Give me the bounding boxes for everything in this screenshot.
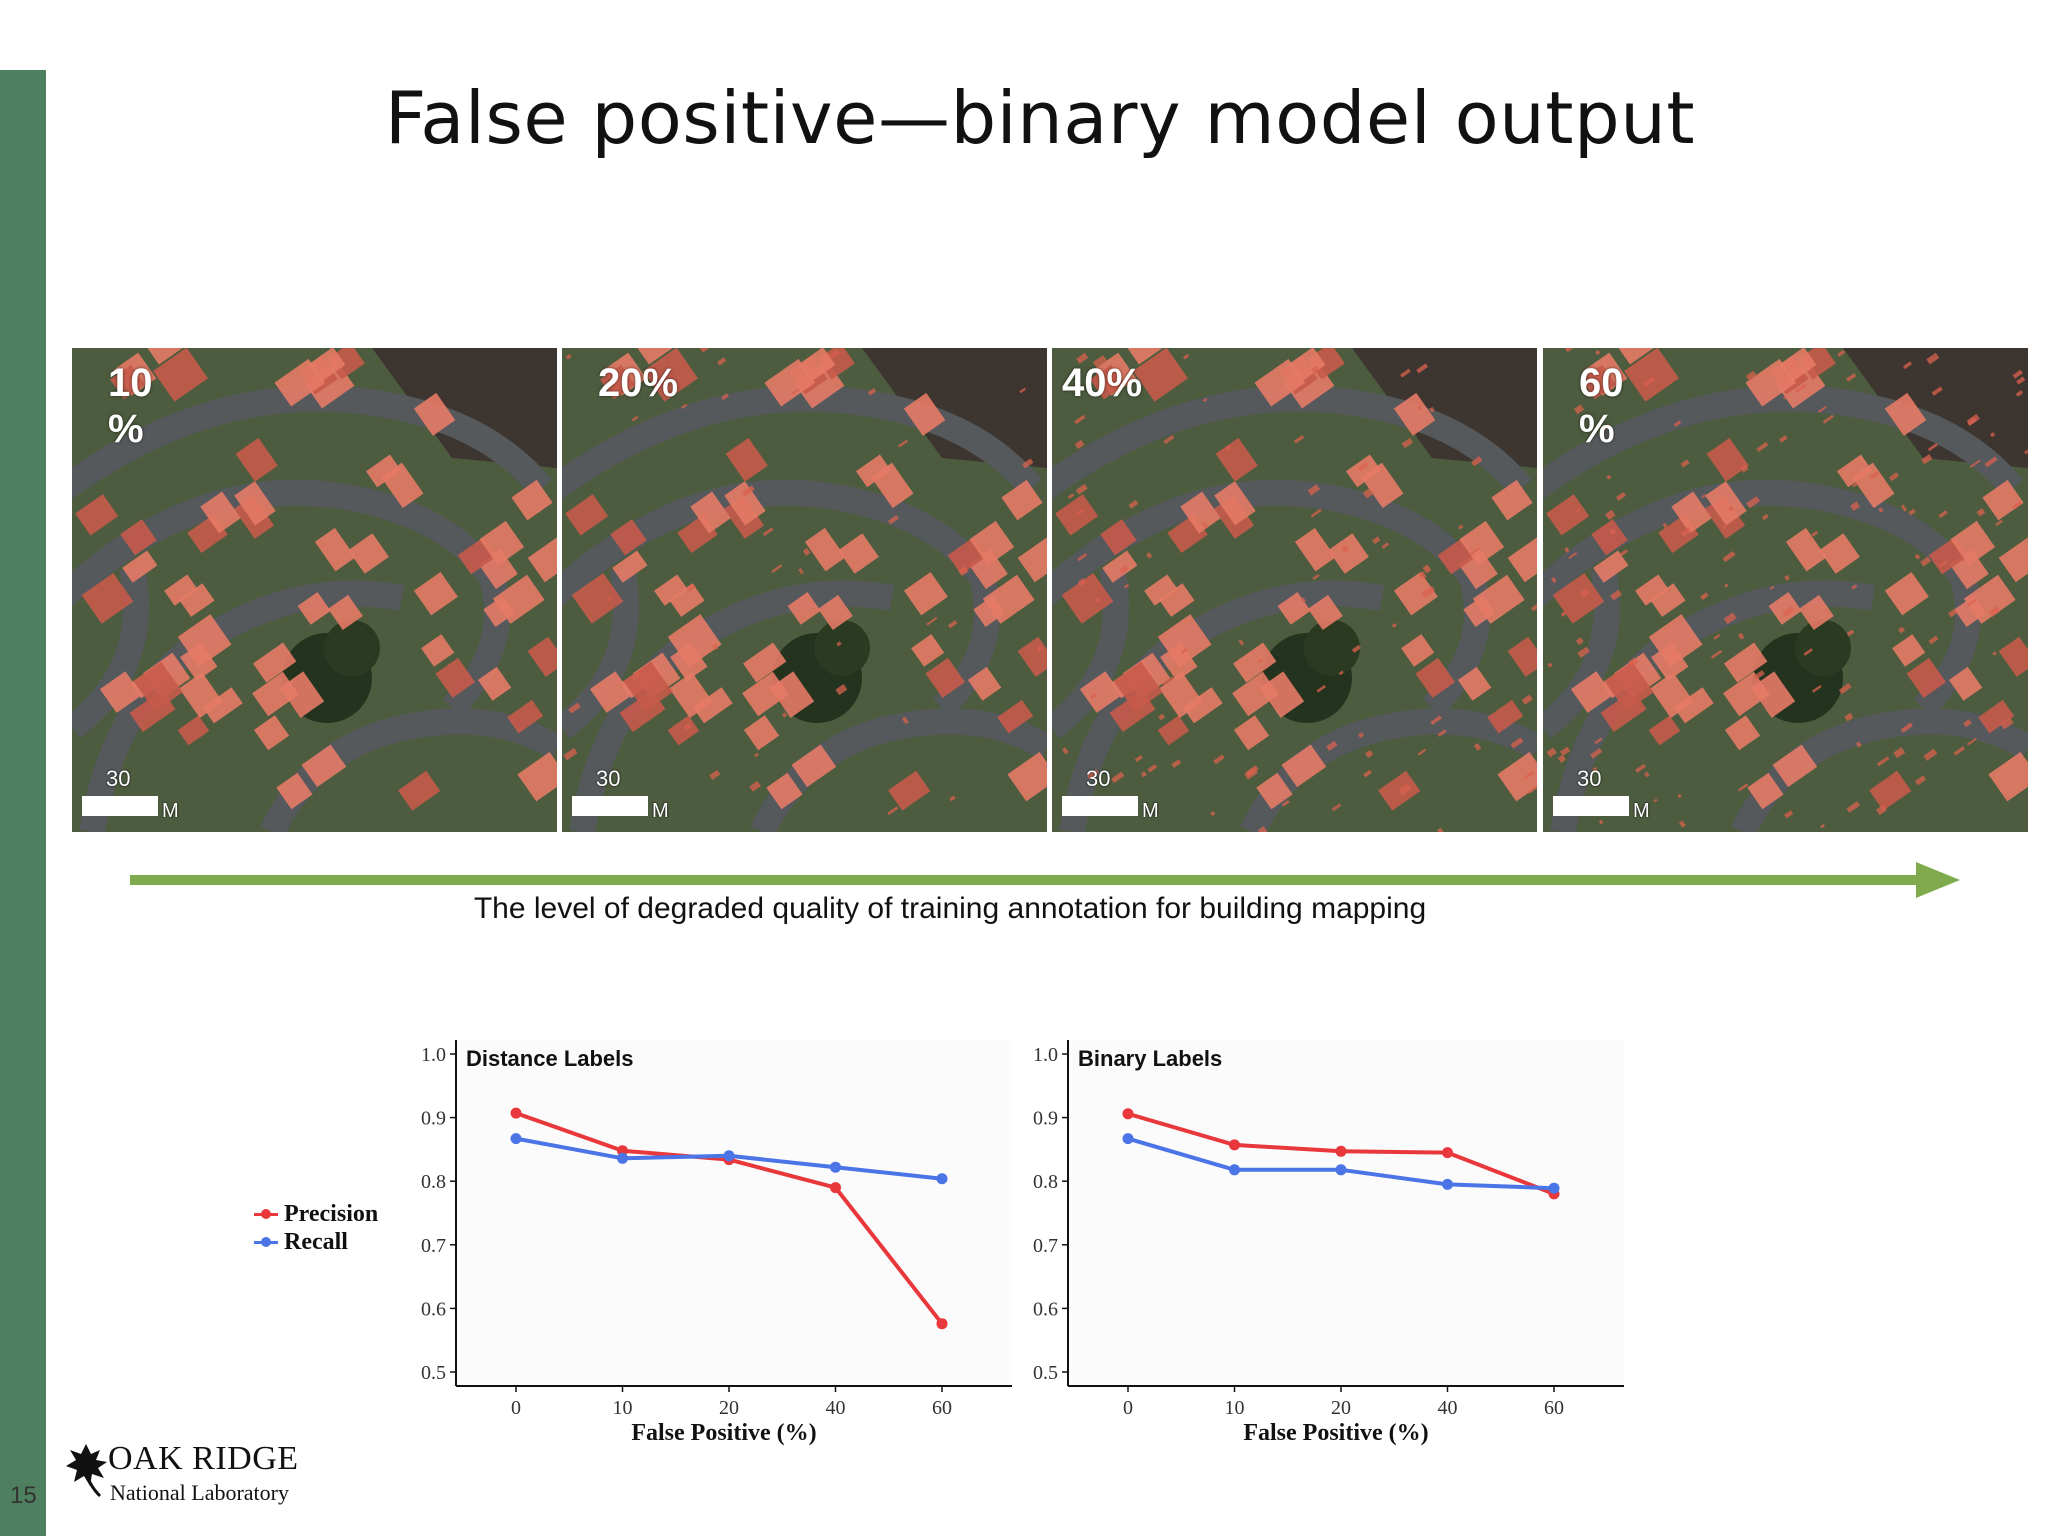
data-point-recall xyxy=(830,1161,841,1173)
scalebar-unit: M xyxy=(1633,800,1650,822)
logo-name: OAK RIDGE xyxy=(108,1440,299,1477)
slide-title: False positive—binary model output xyxy=(384,76,1696,160)
y-tick-label: 0.7 xyxy=(1033,1235,1058,1257)
oak-leaf-logo-icon xyxy=(66,1444,107,1498)
chart-distance-labels: 0.5 0.6 0.7 0.8 0.9 1.0 0 10 20 40 60 False Positiv… xyxy=(421,1040,1012,1446)
data-point-recall xyxy=(1442,1178,1453,1190)
y-tick-label: 1.0 xyxy=(421,1044,446,1066)
data-point-precision xyxy=(1229,1139,1240,1151)
aerial-image xyxy=(1543,348,2028,832)
data-point-recall xyxy=(936,1173,948,1185)
data-point-recall xyxy=(1229,1164,1240,1176)
y-tick-label: 0.8 xyxy=(1033,1171,1058,1193)
legend-item-precision: Precision xyxy=(252,1200,378,1228)
aerial-image xyxy=(1052,348,1537,832)
y-tick-label: 0.8 xyxy=(421,1171,446,1193)
aerial-panel-2: 20% 30 M xyxy=(562,348,1047,832)
y-tick-label: 0.6 xyxy=(1033,1298,1058,1320)
data-point-recall xyxy=(617,1152,628,1164)
y-tick-label: 0.6 xyxy=(421,1298,446,1320)
x-axis-title: False Positive (%) xyxy=(631,1420,816,1446)
data-point-precision xyxy=(1335,1145,1347,1157)
panel-percent-label: 20% xyxy=(598,361,679,405)
data-point-precision xyxy=(510,1107,522,1119)
plot-background xyxy=(1068,1040,1624,1386)
scalebar-unit: M xyxy=(1142,800,1159,822)
x-tick-label: 0 xyxy=(511,1397,521,1419)
chart-title: Binary Labels xyxy=(1078,1046,1222,1071)
legend-swatch-dot xyxy=(261,1237,271,1247)
panel-percent-label: 60 % xyxy=(1579,361,1624,451)
legend-label: Precision xyxy=(284,1201,379,1227)
panel-percent-label: 40% xyxy=(1062,361,1143,405)
logo-subtitle: National Laboratory xyxy=(110,1480,289,1505)
x-axis-title: False Positive (%) xyxy=(1243,1420,1428,1446)
data-point-precision xyxy=(617,1145,628,1157)
chart-binary-labels: 0.5 0.6 0.7 0.8 0.9 1.0 0 10 20 40 60 False Positiv… xyxy=(1033,1040,1624,1446)
x-tick-label: 20 xyxy=(719,1397,739,1419)
aerial-panel-3: 40% 30 M xyxy=(1052,348,1537,832)
scalebar xyxy=(572,796,648,816)
aerial-panel-4: 60 % 30 M xyxy=(1543,348,2028,832)
data-point-recall xyxy=(510,1133,522,1145)
data-point-recall xyxy=(1335,1164,1347,1176)
y-tick-label: 0.9 xyxy=(421,1108,446,1130)
x-tick-label: 40 xyxy=(1438,1397,1458,1419)
x-tick-label: 60 xyxy=(932,1397,952,1419)
chart-title: Distance Labels xyxy=(466,1046,634,1071)
degradation-arrow xyxy=(130,862,1960,898)
scalebar xyxy=(1553,796,1629,816)
legend-label: Recall xyxy=(284,1229,348,1255)
y-tick-label: 0.9 xyxy=(1033,1108,1058,1130)
scalebar xyxy=(1062,796,1138,816)
aerial-panel-1: 10 % 30 M xyxy=(72,348,557,832)
chart-legend: Precision Recall xyxy=(252,1200,378,1256)
aerial-image xyxy=(562,348,1047,832)
y-tick-label: 0.7 xyxy=(421,1235,446,1257)
aerial-image xyxy=(72,348,557,832)
legend-item-recall: Recall xyxy=(252,1228,378,1256)
y-tick-label: 0.5 xyxy=(1033,1362,1058,1384)
data-point-recall xyxy=(723,1150,735,1162)
plot-background xyxy=(456,1040,1012,1386)
x-tick-label: 20 xyxy=(1331,1397,1351,1419)
x-tick-label: 40 xyxy=(826,1397,846,1419)
data-point-precision xyxy=(1122,1108,1134,1120)
scalebar-value: 30 xyxy=(596,766,621,791)
legend-swatch-dot xyxy=(261,1209,271,1219)
arrow-caption: The level of degraded quality of trainin… xyxy=(473,892,1427,925)
side-accent-bar xyxy=(0,70,46,1536)
data-point-precision xyxy=(1442,1147,1453,1159)
scalebar-value: 30 xyxy=(1086,766,1111,791)
y-tick-label: 1.0 xyxy=(1033,1044,1058,1066)
data-point-precision xyxy=(936,1318,948,1330)
panel-percent-label: 10 % xyxy=(108,361,153,451)
slide-number: 15 xyxy=(10,1482,37,1509)
x-tick-label: 10 xyxy=(613,1397,633,1419)
data-point-recall xyxy=(1122,1133,1134,1145)
y-tick-label: 0.5 xyxy=(421,1362,446,1384)
x-tick-label: 10 xyxy=(1225,1397,1245,1419)
scalebar-unit: M xyxy=(162,800,179,822)
scalebar-value: 30 xyxy=(1577,766,1602,791)
scalebar xyxy=(82,796,158,816)
data-point-recall xyxy=(1548,1182,1560,1194)
data-point-precision xyxy=(830,1182,841,1194)
scalebar-value: 30 xyxy=(106,766,131,791)
x-tick-label: 0 xyxy=(1123,1397,1133,1419)
scalebar-unit: M xyxy=(652,800,669,822)
x-tick-label: 60 xyxy=(1544,1397,1564,1419)
